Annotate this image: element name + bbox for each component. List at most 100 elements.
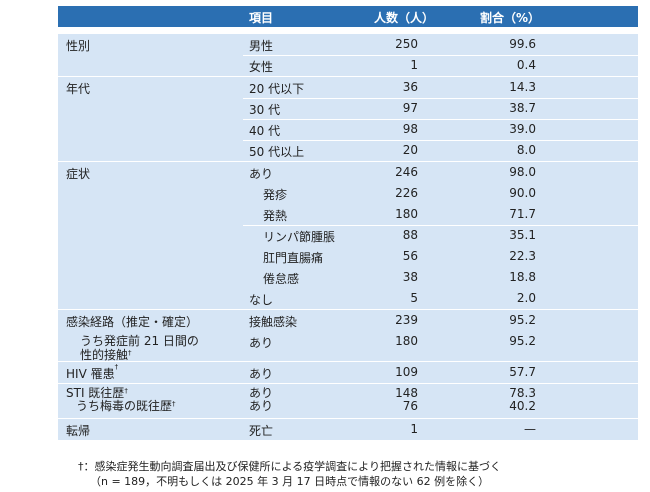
group-sti: STI 既往歴† うち梅毒の既往歴† あり あり 148 76 78.3 40.2 bbox=[58, 383, 638, 418]
pct-value: 8.0 bbox=[516, 143, 536, 157]
item-label: リンパ節腫脹 bbox=[263, 230, 336, 244]
group-route: 感染経路（推定・確定） 接触感染 239 95.2 うち発症前 21 日間の 性… bbox=[58, 309, 638, 362]
data-table: 項目 人数（人） 割合（%） 性別 男性 250 99.6 女性 1 0.4 年… bbox=[58, 6, 638, 440]
item-label: 40 代 bbox=[249, 124, 281, 138]
count-value: 88 bbox=[402, 228, 418, 242]
category-label: 性別 bbox=[66, 39, 91, 53]
group-outcome: 転帰 死亡 1 — bbox=[58, 418, 638, 440]
item-label: 死亡 bbox=[249, 424, 274, 438]
item-label: 接触感染 bbox=[249, 315, 298, 329]
category-label: 転帰 bbox=[66, 424, 91, 438]
row-divider bbox=[243, 55, 638, 56]
count-value: 180 bbox=[395, 334, 418, 348]
group-sex: 性別 男性 250 99.6 女性 1 0.4 bbox=[58, 33, 638, 76]
pct-value: — bbox=[524, 422, 536, 436]
count-value: 5 bbox=[410, 291, 418, 305]
item-label: 倦怠感 bbox=[263, 272, 300, 286]
dagger-mark: † bbox=[128, 349, 132, 357]
table-row: なし 5 2.0 bbox=[58, 288, 638, 309]
item-label: あり bbox=[249, 167, 274, 181]
count-value: 98 bbox=[402, 122, 418, 136]
count-value: 20 bbox=[402, 143, 418, 157]
pct-value: 18.8 bbox=[509, 270, 536, 284]
dagger-mark: † bbox=[114, 363, 119, 371]
table-row: 発熱 180 71.7 bbox=[58, 204, 638, 225]
item-label: 発熱 bbox=[263, 209, 288, 223]
table-row: 年代 20 代以下 36 14.3 bbox=[58, 77, 638, 98]
row-divider bbox=[243, 119, 638, 120]
category-label: 症状 bbox=[66, 167, 91, 181]
table-row: うち発症前 21 日間の 性的接触† あり 180 95.2 bbox=[58, 331, 638, 362]
count-value: 109 bbox=[395, 365, 418, 379]
table-row: 症状 あり 246 98.0 bbox=[58, 162, 638, 183]
count-value: 38 bbox=[402, 270, 418, 284]
group-age: 年代 20 代以下 36 14.3 30 代 97 38.7 40 代 98 3… bbox=[58, 76, 638, 161]
pct-value: 0.4 bbox=[516, 58, 536, 72]
count-value: 246 bbox=[395, 165, 418, 179]
item-label: 30 代 bbox=[249, 103, 281, 117]
pct-value: 39.0 bbox=[509, 122, 536, 136]
pct-value: 90.0 bbox=[509, 186, 536, 200]
group-hiv: HIV 罹患† あり 109 57.7 bbox=[58, 361, 638, 383]
table-row: 感染経路（推定・確定） 接触感染 239 95.2 bbox=[58, 310, 638, 331]
pct-value: 38.7 bbox=[509, 101, 536, 115]
count-value: 180 bbox=[395, 207, 418, 221]
header-pct: 割合（%） bbox=[480, 11, 541, 25]
count-value: 36 bbox=[402, 80, 418, 94]
table-row: 発疹 226 90.0 bbox=[58, 183, 638, 204]
table-header: 項目 人数（人） 割合（%） bbox=[58, 6, 638, 27]
table-row: 肛門直腸痛 56 22.3 bbox=[58, 246, 638, 267]
count-value: 1 bbox=[410, 58, 418, 72]
pct-value: 71.7 bbox=[509, 207, 536, 221]
group-symptoms: 症状 あり 246 98.0 発疹 226 90.0 発熱 180 71.7 リ… bbox=[58, 161, 638, 309]
item-label: あり bbox=[249, 367, 274, 381]
category-label: STI 既往歴† うち梅毒の既往歴† bbox=[66, 386, 176, 413]
sexual-label-line2: 性的接触 bbox=[80, 348, 129, 362]
item-label: 50 代以上 bbox=[249, 145, 305, 159]
pct-value: 78.3 40.2 bbox=[509, 386, 536, 413]
item-label: 女性 bbox=[249, 60, 274, 74]
pct-value: 35.1 bbox=[509, 228, 536, 242]
count-value: 1 bbox=[410, 422, 418, 436]
table-row: 性別 男性 250 99.6 bbox=[58, 34, 638, 55]
pct-value: 98.0 bbox=[509, 165, 536, 179]
item-label: 20 代以下 bbox=[249, 82, 305, 96]
table-row: HIV 罹患† あり 109 57.7 bbox=[58, 362, 638, 383]
item-label: 男性 bbox=[249, 39, 274, 53]
category-label: 年代 bbox=[66, 82, 91, 96]
pct-value: 95.2 bbox=[509, 313, 536, 327]
pct-value: 22.3 bbox=[509, 249, 536, 263]
table-row: 30 代 97 38.7 bbox=[58, 98, 638, 119]
count-value: 148 76 bbox=[395, 386, 418, 413]
row-divider bbox=[243, 225, 638, 226]
table-row: リンパ節腫脹 88 35.1 bbox=[58, 225, 638, 246]
category-label: うち発症前 21 日間の 性的接触† bbox=[80, 334, 199, 362]
footnote-line1: †：感染症発生動向調査届出及び保健所による疫学調査により把握された情報に基づく bbox=[78, 460, 501, 473]
count-value: 250 bbox=[395, 37, 418, 51]
footnote-line2: （n = 189，不明もしくは 2025 年 3 月 17 日時点で情報のない … bbox=[90, 475, 490, 488]
pct-value: 95.2 bbox=[509, 334, 536, 348]
category-label: HIV 罹患† bbox=[66, 363, 119, 381]
header-item: 項目 bbox=[249, 11, 274, 25]
header-count: 人数（人） bbox=[374, 11, 435, 25]
item-label: あり あり bbox=[249, 386, 274, 413]
pct-value: 2.0 bbox=[516, 291, 536, 305]
pct-value: 14.3 bbox=[509, 80, 536, 94]
table-row: 50 代以上 20 8.0 bbox=[58, 140, 638, 161]
table-row: 40 代 98 39.0 bbox=[58, 119, 638, 140]
pct-value: 99.6 bbox=[509, 37, 536, 51]
dagger-mark: † bbox=[124, 387, 128, 395]
row-divider bbox=[243, 140, 638, 141]
item-label: あり bbox=[249, 336, 274, 350]
row-divider bbox=[243, 98, 638, 99]
footnote: †：感染症発生動向調査届出及び保健所による疫学調査により把握された情報に基づく … bbox=[78, 459, 501, 489]
item-label: 肛門直腸痛 bbox=[263, 251, 324, 265]
count-value: 239 bbox=[395, 313, 418, 327]
table-row: 倦怠感 38 18.8 bbox=[58, 267, 638, 288]
count-value: 97 bbox=[402, 101, 418, 115]
count-value: 56 bbox=[402, 249, 418, 263]
pct-value: 57.7 bbox=[509, 365, 536, 379]
item-label: なし bbox=[249, 293, 274, 307]
table-row: 転帰 死亡 1 — bbox=[58, 419, 638, 440]
sexual-label-line1: うち発症前 21 日間の bbox=[80, 334, 199, 348]
